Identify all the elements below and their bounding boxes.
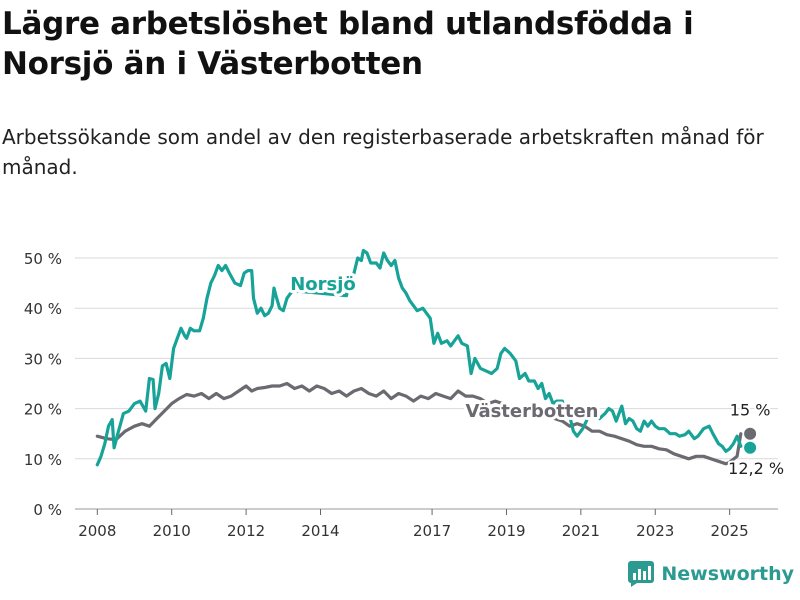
- newsworthy-brand: Newsworthy: [627, 560, 794, 588]
- x-tick-label: 2008: [78, 522, 116, 540]
- x-axis-ticks: 2008 2010 2012 2014 2017 2019 2021 2023 2025: [78, 509, 749, 540]
- x-tick-label: 2014: [301, 522, 339, 540]
- newsworthy-logo-icon: [628, 561, 655, 587]
- end-point-vasterbotten: [744, 427, 757, 440]
- chart-title: Lägre arbetslöshet bland utlandsfödda i …: [2, 6, 694, 82]
- y-tick-label: 30 %: [24, 350, 62, 368]
- x-tick-label: 2019: [487, 522, 525, 540]
- series-labels: 15 % 12,2 % Norsjö Västerbotten: [287, 271, 786, 480]
- y-tick-label: 20 %: [24, 401, 62, 419]
- end-label-norsjo: 12,2 %: [728, 459, 784, 478]
- grid-lines: [75, 257, 778, 510]
- series-line-norsjo: [95, 248, 743, 467]
- y-tick-label: 10 %: [24, 451, 62, 469]
- x-tick-label: 2010: [153, 522, 191, 540]
- x-tick-label: 2017: [413, 522, 451, 540]
- series-line-vasterbotten: [95, 381, 743, 466]
- brand-name: Newsworthy: [661, 563, 794, 585]
- end-label-vasterbotten: 15 %: [730, 401, 771, 420]
- x-tick-label: 2021: [562, 522, 600, 540]
- x-tick-label: 2025: [711, 522, 749, 540]
- series-label-norsjo: Norsjö: [290, 274, 356, 295]
- x-tick-label: 2023: [636, 522, 674, 540]
- x-tick-label: 2012: [227, 522, 265, 540]
- chart-subtitle: Arbetssökande som andel av den registerb…: [2, 125, 764, 179]
- series-lines: [95, 248, 757, 467]
- y-tick-label: 0 %: [33, 501, 62, 519]
- y-tick-label: 50 %: [24, 250, 62, 268]
- end-point-norsjo: [744, 441, 757, 454]
- y-tick-label: 40 %: [24, 300, 62, 318]
- y-axis-ticks: 0 % 10 % 20 % 30 % 40 % 50 %: [24, 250, 62, 519]
- series-label-vasterbotten: Västerbotten: [466, 401, 599, 422]
